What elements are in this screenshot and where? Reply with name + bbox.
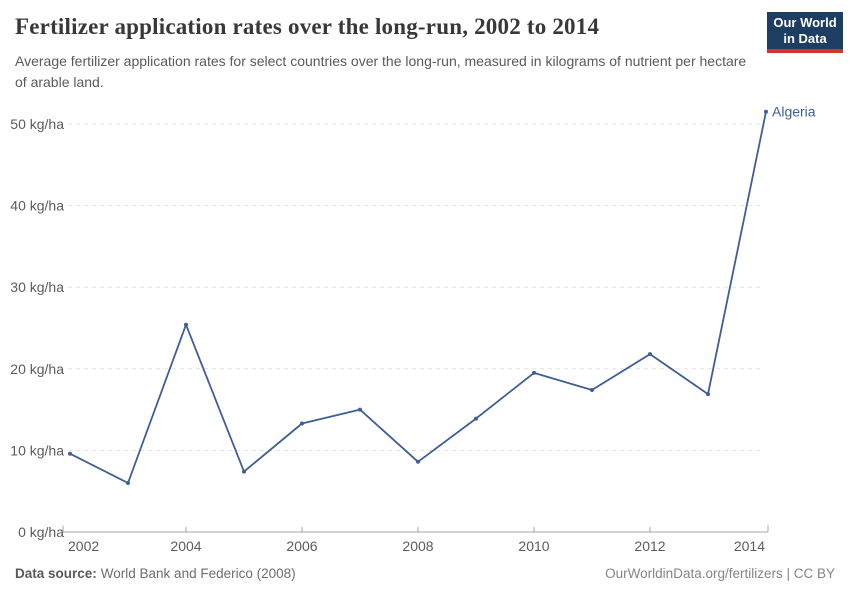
data-point[interactable] (184, 322, 188, 327)
x-axis-tick-label: 2002 (68, 538, 99, 554)
x-axis-tick-label: 2004 (170, 538, 201, 554)
data-point[interactable] (300, 421, 304, 426)
series-label-algeria[interactable]: Algeria (772, 103, 816, 119)
data-point[interactable] (242, 469, 246, 474)
x-axis-tick-label: 2012 (634, 538, 665, 554)
data-point[interactable] (590, 388, 594, 392)
data-point[interactable] (68, 451, 72, 456)
x-axis-tick-label: 2006 (286, 538, 317, 554)
data-point[interactable] (532, 370, 536, 375)
y-axis-tick-label: 20 kg/ha (10, 361, 64, 377)
data-point[interactable] (764, 109, 768, 114)
y-axis-tick-label: 50 kg/ha (10, 116, 64, 132)
data-point[interactable] (358, 407, 362, 412)
owid-logo[interactable]: Our World in Data (767, 12, 843, 53)
y-axis-tick-label: 10 kg/ha (10, 442, 64, 458)
owid-logo-line2: in Data (783, 31, 827, 46)
data-point[interactable] (706, 392, 710, 397)
data-point[interactable] (648, 352, 652, 357)
x-axis-tick-label: 2014 (734, 538, 765, 554)
y-axis-tick-label: 40 kg/ha (10, 198, 64, 214)
x-axis-tick-label: 2010 (518, 538, 549, 554)
y-axis-tick-label: 0 kg/ha (18, 524, 64, 540)
data-source-label: Data source: (15, 566, 97, 581)
chart-subtitle: Average fertilizer application rates for… (15, 53, 747, 90)
data-source: Data source: World Bank and Federico (200… (15, 566, 296, 581)
x-axis-tick-label: 2008 (402, 538, 433, 554)
owid-logo-line1: Our World (773, 15, 837, 30)
y-axis-tick-label: 30 kg/ha (10, 279, 64, 295)
data-point[interactable] (474, 416, 478, 421)
data-source-value: World Bank and Federico (2008) (100, 566, 296, 581)
series-line-algeria[interactable] (69, 110, 767, 484)
page-title: Fertilizer application rates over the lo… (15, 14, 600, 39)
credit-link[interactable]: OurWorldinData.org/fertilizers | CC BY (605, 566, 835, 581)
data-point[interactable] (416, 459, 420, 464)
data-point[interactable] (126, 481, 130, 485)
